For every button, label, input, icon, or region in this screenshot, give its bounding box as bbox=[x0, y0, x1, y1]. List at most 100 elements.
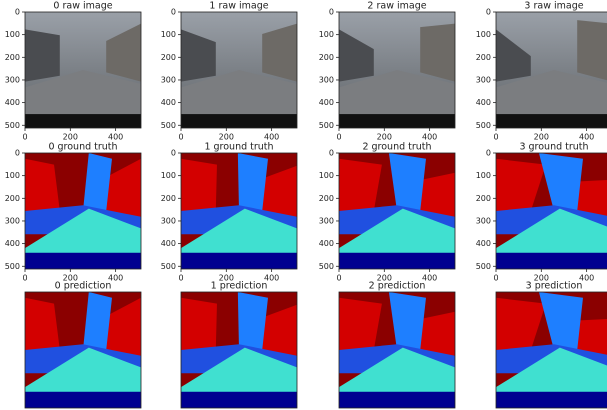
y-tick-label: 200 bbox=[319, 194, 334, 203]
y-tick-label: 400 bbox=[476, 98, 491, 107]
y-tick-label: 200 bbox=[161, 53, 176, 62]
y-tick-label: 0 bbox=[329, 8, 334, 17]
panel: 2 prediction bbox=[339, 281, 455, 409]
panel: 3 raw image01002003004005000200400 bbox=[476, 1, 607, 142]
x-tick-label: 400 bbox=[108, 133, 123, 142]
panel-title: 2 ground truth bbox=[362, 142, 431, 153]
car-hood bbox=[496, 114, 607, 128]
x-tick-label: 0 bbox=[22, 133, 27, 142]
y-tick-label: 300 bbox=[476, 216, 491, 225]
car-hood bbox=[181, 114, 297, 128]
x-tick-label: 200 bbox=[377, 133, 392, 142]
panel-title: 3 raw image bbox=[524, 1, 583, 12]
panel: 1 ground truth01002003004005000200400 bbox=[161, 142, 297, 283]
panel-title: 0 prediction bbox=[55, 281, 112, 292]
segment-hood bbox=[25, 253, 141, 269]
building bbox=[25, 29, 60, 81]
y-tick-label: 0 bbox=[486, 149, 491, 158]
y-tick-label: 500 bbox=[5, 121, 20, 130]
panel-title: 1 ground truth bbox=[204, 142, 273, 153]
y-tick-label: 200 bbox=[161, 194, 176, 203]
panel-title: 2 prediction bbox=[369, 281, 426, 292]
panel: 0 prediction bbox=[25, 281, 141, 409]
y-tick-label: 300 bbox=[161, 216, 176, 225]
car-hood bbox=[339, 114, 455, 128]
y-tick-label: 500 bbox=[319, 262, 334, 271]
segment-hood bbox=[496, 253, 607, 269]
y-tick-label: 100 bbox=[5, 30, 20, 39]
y-tick-label: 300 bbox=[5, 75, 20, 84]
y-tick-label: 100 bbox=[161, 171, 176, 180]
x-tick-label: 0 bbox=[336, 274, 341, 283]
panel: 3 prediction bbox=[496, 281, 607, 409]
y-tick-label: 0 bbox=[15, 8, 20, 17]
y-tick-label: 0 bbox=[486, 8, 491, 17]
segment-hood bbox=[181, 253, 297, 269]
y-tick-label: 100 bbox=[319, 171, 334, 180]
car-hood bbox=[25, 114, 141, 128]
x-tick-label: 400 bbox=[422, 133, 437, 142]
segment-hood bbox=[496, 392, 607, 408]
segment-hood bbox=[181, 392, 297, 408]
y-tick-label: 500 bbox=[319, 121, 334, 130]
y-tick-label: 200 bbox=[5, 53, 20, 62]
y-tick-label: 400 bbox=[161, 239, 176, 248]
y-tick-label: 300 bbox=[319, 75, 334, 84]
x-tick-label: 400 bbox=[264, 133, 279, 142]
building bbox=[577, 20, 607, 81]
panel-title: 3 prediction bbox=[526, 281, 583, 292]
y-tick-label: 500 bbox=[5, 262, 20, 271]
y-tick-label: 300 bbox=[5, 216, 20, 225]
y-tick-label: 300 bbox=[319, 216, 334, 225]
x-tick-label: 400 bbox=[579, 133, 594, 142]
y-tick-label: 500 bbox=[476, 262, 491, 271]
panel: 1 raw image01002003004005000200400 bbox=[161, 1, 297, 142]
y-tick-label: 200 bbox=[476, 194, 491, 203]
panel-title: 0 ground truth bbox=[48, 142, 117, 153]
x-tick-label: 0 bbox=[493, 133, 498, 142]
panel-title: 3 ground truth bbox=[519, 142, 588, 153]
x-tick-label: 0 bbox=[178, 274, 183, 283]
panel-title: 1 raw image bbox=[209, 1, 268, 12]
y-tick-label: 100 bbox=[5, 171, 20, 180]
y-tick-label: 0 bbox=[171, 8, 176, 17]
x-tick-label: 0 bbox=[22, 274, 27, 283]
panel-title: 0 raw image bbox=[53, 1, 112, 12]
y-tick-label: 500 bbox=[161, 121, 176, 130]
panel: 1 prediction bbox=[181, 281, 297, 409]
segment-hood bbox=[339, 392, 455, 408]
y-tick-label: 200 bbox=[5, 194, 20, 203]
y-tick-label: 200 bbox=[476, 53, 491, 62]
x-tick-label: 0 bbox=[336, 133, 341, 142]
y-tick-label: 100 bbox=[476, 30, 491, 39]
page: {"panels": [ {"title": "0 raw image", "x… bbox=[0, 0, 607, 410]
y-tick-label: 400 bbox=[319, 239, 334, 248]
x-tick-label: 0 bbox=[493, 274, 498, 283]
y-tick-label: 400 bbox=[5, 98, 20, 107]
x-tick-label: 200 bbox=[219, 133, 234, 142]
panel-title: 2 raw image bbox=[367, 1, 426, 12]
y-tick-label: 500 bbox=[476, 121, 491, 130]
y-tick-label: 400 bbox=[476, 239, 491, 248]
y-tick-label: 100 bbox=[476, 171, 491, 180]
segment-hood bbox=[339, 253, 455, 269]
y-tick-label: 500 bbox=[161, 262, 176, 271]
segment-hood bbox=[25, 392, 141, 408]
y-tick-label: 300 bbox=[476, 75, 491, 84]
x-tick-label: 200 bbox=[63, 133, 78, 142]
x-tick-label: 0 bbox=[178, 133, 183, 142]
y-tick-label: 400 bbox=[161, 98, 176, 107]
y-tick-label: 300 bbox=[161, 75, 176, 84]
figure: 0 raw image010020030040050002004001 raw … bbox=[0, 0, 607, 410]
y-tick-label: 200 bbox=[319, 53, 334, 62]
y-tick-label: 0 bbox=[329, 149, 334, 158]
y-tick-label: 100 bbox=[319, 30, 334, 39]
y-tick-label: 0 bbox=[171, 149, 176, 158]
y-tick-label: 400 bbox=[5, 239, 20, 248]
building bbox=[420, 24, 455, 82]
